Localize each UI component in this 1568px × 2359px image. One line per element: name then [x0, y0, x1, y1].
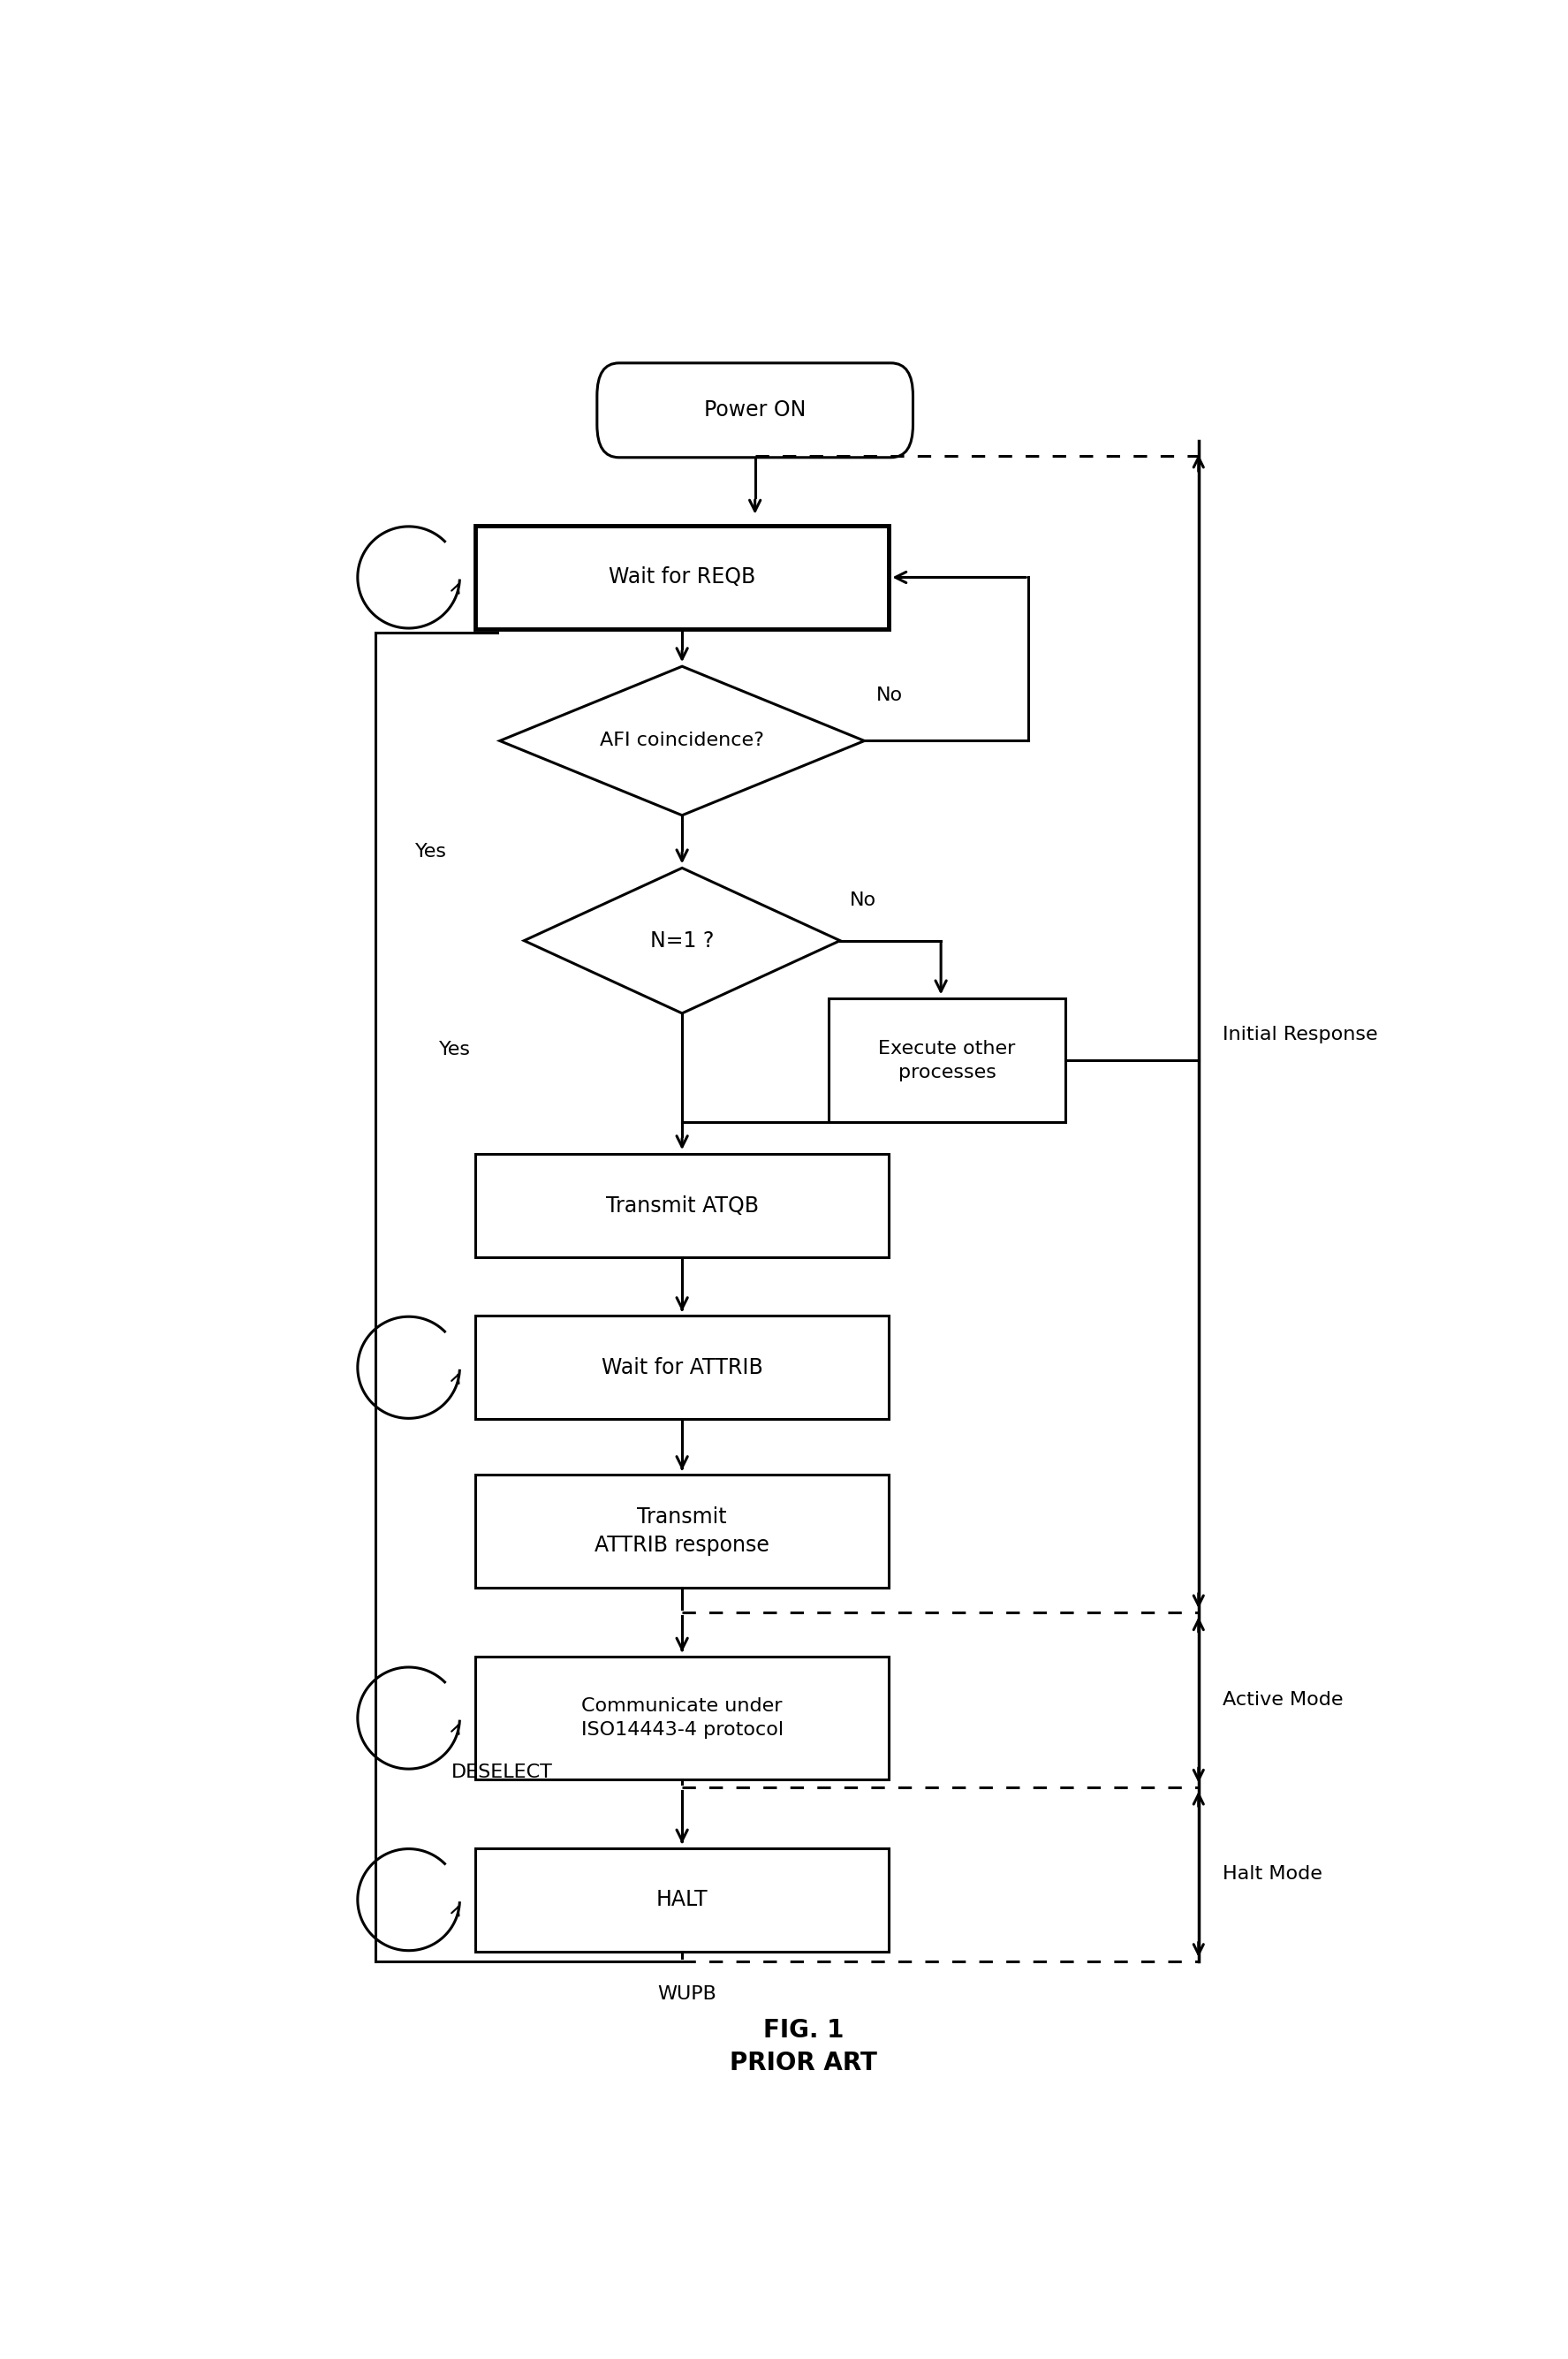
Text: HALT: HALT: [655, 1890, 709, 1911]
Text: Communicate under
ISO14443-4 protocol: Communicate under ISO14443-4 protocol: [580, 1698, 784, 1739]
Text: No: No: [877, 686, 903, 705]
Bar: [828, 998, 1066, 1123]
FancyBboxPatch shape: [597, 363, 913, 458]
Text: Yes: Yes: [439, 1040, 470, 1059]
Polygon shape: [524, 868, 840, 1014]
Text: Wait for REQB: Wait for REQB: [608, 566, 756, 587]
Text: Transmit ATQB: Transmit ATQB: [605, 1196, 759, 1217]
Text: AFI coincidence?: AFI coincidence?: [601, 731, 764, 750]
Bar: [475, 1316, 889, 1420]
Text: PRIOR ART: PRIOR ART: [729, 2050, 878, 2076]
Bar: [475, 1847, 889, 1951]
Bar: [475, 1474, 889, 1588]
Text: Power ON: Power ON: [704, 399, 806, 420]
Text: DESELECT: DESELECT: [452, 1765, 552, 1781]
Text: Initial Response: Initial Response: [1223, 1026, 1378, 1043]
Text: Transmit
ATTRIB response: Transmit ATTRIB response: [594, 1507, 770, 1555]
Text: No: No: [850, 892, 877, 911]
Bar: [475, 1154, 889, 1257]
Text: WUPB: WUPB: [659, 1986, 717, 2003]
Bar: [475, 526, 889, 630]
Text: N=1 ?: N=1 ?: [651, 929, 713, 951]
Text: Execute other
processes: Execute other processes: [878, 1040, 1016, 1080]
Text: FIG. 1: FIG. 1: [764, 2017, 844, 2043]
Text: Halt Mode: Halt Mode: [1223, 1866, 1322, 1882]
Bar: [475, 1656, 889, 1779]
Polygon shape: [500, 665, 864, 816]
Text: Wait for ATTRIB: Wait for ATTRIB: [602, 1356, 762, 1378]
Text: Active Mode: Active Mode: [1223, 1691, 1344, 1708]
Text: Yes: Yes: [414, 842, 447, 861]
